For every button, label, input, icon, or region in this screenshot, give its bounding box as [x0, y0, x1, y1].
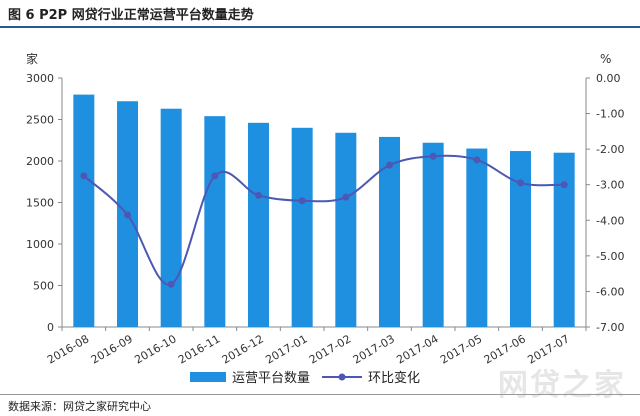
y-left-tick-label: 3000	[26, 72, 54, 85]
y-right-tick-label: -7.00	[596, 321, 624, 334]
title-rule	[0, 26, 640, 28]
x-tick-label: 2017-01	[263, 332, 309, 366]
x-tick-label: 2017-03	[351, 332, 397, 366]
bar	[379, 136, 400, 327]
x-tick-label: 2017-04	[394, 332, 440, 366]
bar	[291, 127, 313, 327]
bar	[160, 108, 182, 328]
y-right-tick-label: 0.00	[596, 72, 621, 85]
x-tick-label: 2016-09	[89, 332, 135, 366]
x-tick-label: 2016-08	[45, 332, 91, 366]
footer-rule	[0, 394, 640, 395]
y-left-tick-label: 2000	[26, 155, 54, 168]
tick-labels: 0 500 1000 1500 2000 2500 3000 家 -7.00 -6.00 -5.00…	[26, 51, 624, 367]
line-point	[342, 193, 350, 201]
legend-line-marker	[338, 373, 346, 381]
bar	[204, 116, 226, 328]
figure-title: 图 6 P2P 网贷行业正常运营平台数量走势	[8, 8, 254, 23]
bar	[335, 132, 357, 327]
line-point	[298, 197, 306, 205]
y-right-tick-label: -6.00	[596, 285, 624, 298]
legend-bar-label: 运营平台数量	[232, 371, 310, 386]
bar	[466, 148, 488, 327]
y-left-tick-label: 1500	[26, 197, 54, 210]
x-tick-label: 2016-12	[220, 332, 266, 366]
bars	[73, 94, 575, 328]
bar	[553, 152, 575, 327]
line-point	[473, 156, 481, 164]
line-path	[83, 154, 565, 286]
y-right-tick-label: -2.00	[596, 143, 624, 156]
x-tick-label: 2017-05	[438, 332, 484, 366]
line-point	[517, 179, 524, 187]
line-point	[167, 280, 175, 288]
x-tick-label: 2017-02	[307, 332, 353, 366]
line-series	[80, 152, 568, 288]
source-note: 数据来源：网贷之家研究中心	[8, 400, 151, 413]
y-left-unit-label: 家	[26, 51, 38, 66]
y-right-tick-label: -1.00	[596, 108, 624, 121]
legend-line-label: 环比变化	[368, 370, 420, 386]
y-right-tick-label: -3.00	[596, 179, 624, 192]
y-right-tick-label: -4.00	[596, 214, 624, 227]
y-left-tick-label: 1000	[26, 238, 54, 251]
line-point	[255, 191, 262, 199]
y-right-tick-label: -5.00	[596, 250, 624, 263]
y-left-tick-label: 500	[33, 280, 54, 293]
y-right-unit-label: %	[600, 52, 611, 66]
axes	[58, 77, 590, 331]
bar	[422, 142, 444, 327]
x-tick-label: 2016-11	[176, 332, 222, 366]
line-point	[386, 161, 393, 169]
line-point	[429, 152, 437, 160]
bar	[248, 122, 269, 327]
bar	[73, 94, 95, 327]
line-point	[560, 181, 568, 189]
legend: 运营平台数量 环比变化	[190, 370, 420, 386]
line-point	[80, 172, 88, 180]
watermark-logo: 网贷之家	[498, 368, 626, 403]
bar	[510, 151, 531, 327]
x-tick-label: 2016-10	[132, 332, 178, 366]
line-point	[211, 172, 219, 180]
y-left-tick-label: 0	[47, 321, 54, 334]
legend-bar-swatch	[190, 372, 226, 382]
line-point	[124, 211, 131, 219]
y-left-tick-label: 2500	[26, 114, 54, 127]
